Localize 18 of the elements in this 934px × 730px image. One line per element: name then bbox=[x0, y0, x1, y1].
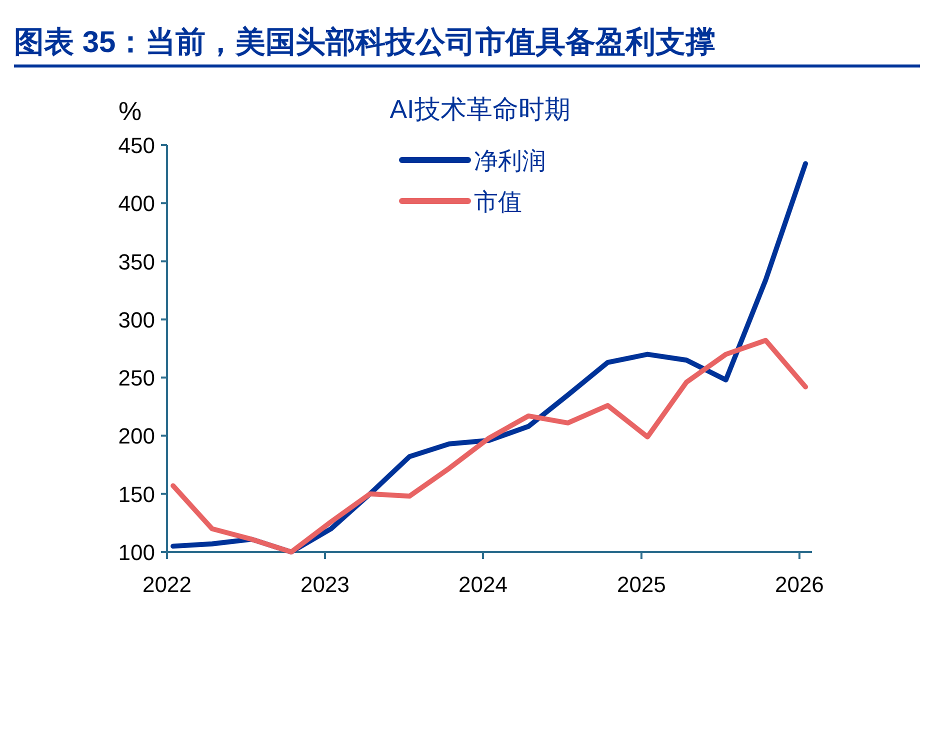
legend-label: 净利润 bbox=[474, 148, 546, 175]
y-tick-label: 350 bbox=[118, 249, 155, 274]
y-tick-label: 150 bbox=[118, 482, 155, 507]
y-tick-label: 300 bbox=[118, 307, 155, 332]
x-tick-label: 2023 bbox=[300, 572, 350, 597]
y-tick-label: 400 bbox=[118, 191, 155, 216]
x-tick-label: 2022 bbox=[142, 572, 192, 597]
x-tick-label: 2024 bbox=[458, 572, 508, 597]
y-tick-label: 200 bbox=[118, 424, 155, 449]
y-tick-label: 450 bbox=[118, 133, 155, 158]
y-tick-label: 100 bbox=[118, 540, 155, 565]
legend-label: 市值 bbox=[474, 189, 522, 216]
y-axis-title: % bbox=[118, 96, 142, 126]
chart-title: 图表 35：当前，美国头部科技公司市值具备盈利支撑 bbox=[14, 25, 716, 59]
x-tick-label: 2025 bbox=[616, 572, 666, 597]
legend-title: AI技术革命时期 bbox=[390, 94, 570, 124]
y-tick-label: 250 bbox=[118, 366, 155, 391]
x-tick-label: 2026 bbox=[774, 572, 824, 597]
